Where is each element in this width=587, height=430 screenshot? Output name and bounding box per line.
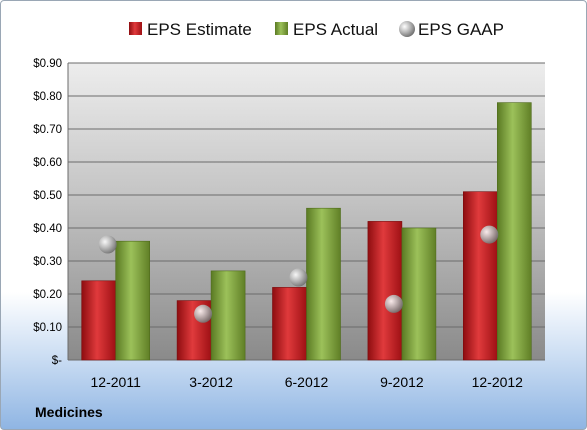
legend-swatch — [129, 22, 142, 35]
y-axis-ticks: $- $0.10 $0.20 $0.30 $0.40 $0.50 $0.60 $0.70 $0.… — [33, 58, 62, 367]
y-tick-label: $- — [52, 355, 62, 367]
gaap-markers — [98, 225, 499, 323]
bar-eps-actual — [210, 270, 246, 361]
marker-eps-gaap — [98, 235, 117, 254]
x-axis-labels: 12-2011 3-2012 6-2012 9-2012 12-2012 — [91, 374, 524, 390]
bar-eps-estimate — [367, 221, 403, 361]
marker-eps-gaap — [194, 304, 213, 323]
x-category-label: 3-2012 — [189, 374, 233, 390]
marker-eps-gaap — [289, 268, 308, 287]
bar-eps-actual — [306, 207, 341, 361]
y-tick-label: $0.40 — [33, 223, 62, 235]
marker-eps-gaap — [480, 225, 499, 244]
legend-label: EPS Actual — [293, 20, 378, 39]
y-tick-label: $0.10 — [33, 322, 62, 334]
bar-eps-actual — [115, 240, 150, 361]
legend-swatch — [399, 21, 415, 37]
legend-label: EPS GAAP — [418, 20, 504, 39]
x-category-label: 12-2012 — [472, 374, 524, 390]
x-category-label: 12-2011 — [91, 374, 142, 390]
x-category-label: 6-2012 — [285, 374, 329, 390]
y-tick-label: $0.20 — [33, 289, 62, 301]
y-tick-label: $0.30 — [33, 256, 62, 268]
marker-eps-gaap — [384, 294, 403, 313]
bar-eps-estimate — [272, 287, 307, 361]
bar-eps-estimate — [462, 191, 498, 361]
y-tick-label: $0.50 — [33, 190, 62, 202]
legend-swatch — [275, 22, 288, 35]
bar-eps-actual — [496, 102, 532, 361]
legend: EPS Estimate EPS Actual EPS GAAP — [129, 20, 504, 39]
y-tick-label: $0.60 — [33, 157, 62, 169]
y-tick-label: $0.90 — [33, 58, 62, 70]
legend-label: EPS Estimate — [147, 20, 252, 39]
bar-eps-actual — [401, 227, 437, 361]
company-label: Medicines — [35, 404, 103, 420]
y-tick-label: $0.70 — [33, 124, 62, 136]
bar-eps-estimate — [81, 280, 116, 361]
y-tick-label: $0.80 — [33, 91, 62, 103]
bars — [81, 102, 532, 361]
x-category-label: 9-2012 — [380, 374, 424, 390]
